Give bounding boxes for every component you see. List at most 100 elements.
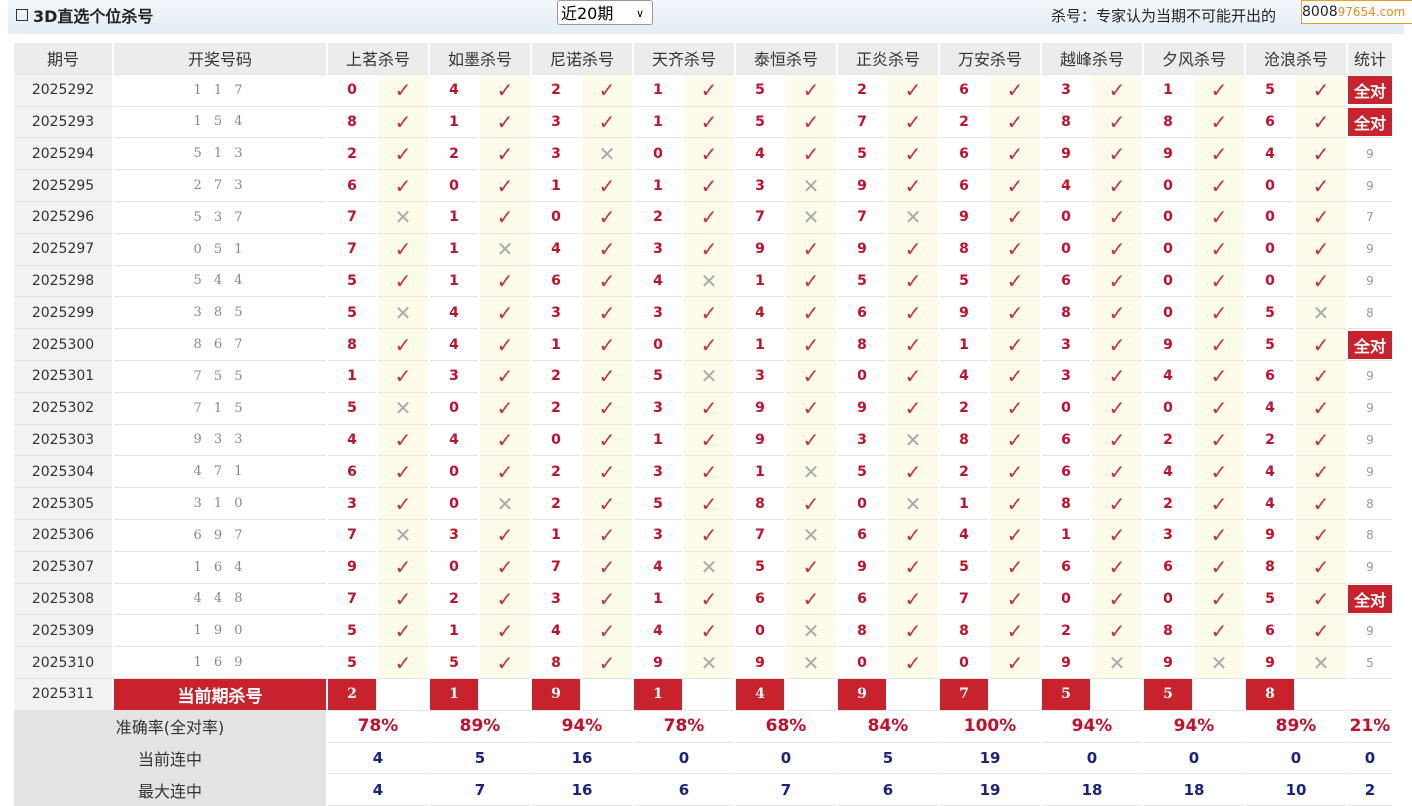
check-icon: ✓ [990,138,1040,171]
check-icon: ✓ [582,170,632,202]
check-icon: ✓ [582,201,632,234]
empty-cell [1092,679,1142,711]
kill-number-cell: 2 [634,201,682,234]
cross-icon: ✕ [888,201,938,234]
check-icon: ✓ [990,519,1040,552]
current-kill-number: 9 [532,678,580,711]
check-icon: ✓ [1296,329,1346,361]
table-row: 2025293 1 5 4 8 ✓ 1 ✓ 3 ✓ 1 ✓ 5 ✓ 7 ✓ 2 ✓ 8 ✓ 8 ✓ 6 ✓ 全对 [14,106,1392,139]
draw-number-cell: 9 3 3 [114,424,326,457]
empty-cell [1194,679,1244,711]
check-icon: ✓ [1194,360,1244,393]
check-icon: ✓ [684,233,734,266]
kill-number-cell: 6 [1042,424,1090,457]
empty-cell [1296,679,1346,711]
check-icon: ✓ [480,360,530,393]
cross-icon: ✕ [480,488,530,520]
check-icon: ✓ [480,551,530,584]
check-icon: ✓ [990,201,1040,234]
check-icon: ✓ [888,74,938,107]
kill-number-cell: 0 [838,488,886,520]
summary-value: 78% [634,711,734,743]
kill-number-cell: 1 [736,456,784,489]
kill-number-cell: 6 [838,519,886,552]
summary-value: 0 [1246,743,1346,775]
summary-label: 当前连中 [14,742,326,775]
cross-icon: ✕ [888,424,938,457]
summary-value: 7 [430,774,530,806]
cross-icon: ✕ [378,297,428,330]
table-row: 2025296 5 3 7 7 ✕ 1 ✓ 0 ✓ 2 ✓ 7 ✕ 7 ✕ 9 ✓ 0 ✓ 0 ✓ 0 ✓ 7 [14,201,1392,234]
col-expert: 尼诺杀号 [532,43,632,75]
kill-number-cell: 8 [328,329,376,361]
check-icon: ✓ [480,392,530,425]
draw-number-cell: 3 1 0 [114,488,326,520]
check-icon: ✓ [1194,392,1244,425]
kill-number-cell: 9 [736,424,784,457]
kill-number-cell: 7 [838,106,886,139]
summary-value: 84% [838,711,938,743]
check-icon: ✓ [480,106,530,139]
check-icon: ✓ [786,360,836,393]
kill-number-cell: 6 [1246,615,1294,648]
kill-number-cell: 3 [532,583,580,616]
kill-number-cell: 3 [634,392,682,425]
check-icon: ✓ [1092,106,1142,139]
check-icon: ✓ [1296,488,1346,520]
check-icon: ✓ [990,265,1040,298]
stat-cell: 5 [1348,647,1392,679]
kill-number-cell: 9 [940,201,988,234]
draw-number-cell: 1 5 4 [114,106,326,139]
col-expert: 正炎杀号 [838,43,938,75]
check-icon: ✓ [990,456,1040,489]
summary-row: 当前连中 4 5 16 0 0 5 19 0 0 0 0 [14,742,1392,775]
panel-title-text: 3D直选个位杀号 [33,7,154,26]
kill-number-cell: 4 [940,519,988,552]
check-icon: ✓ [1296,265,1346,298]
check-icon: ✓ [888,551,938,584]
kill-number-cell: 1 [532,519,580,552]
kill-number-cell: 5 [328,392,376,425]
kill-number-cell: 7 [532,551,580,584]
cross-icon: ✕ [480,233,530,266]
check-icon: ✓ [1194,138,1244,171]
kill-number-cell: 5 [1246,74,1294,107]
kill-number-cell: 3 [532,106,580,139]
check-icon: ✓ [786,329,836,361]
kill-number-cell: 2 [940,456,988,489]
check-icon: ✓ [1194,615,1244,648]
kill-number-cell: 5 [1246,583,1294,616]
site-badge: 800897654.com [1301,0,1412,24]
kill-number-cell: 0 [736,615,784,648]
chevron-down-icon: ∨ [635,7,644,20]
kill-number-cell: 0 [1144,583,1192,616]
kill-number-cell: 3 [430,360,478,393]
kill-number-cell: 5 [1246,297,1294,330]
period-cell: 2025293 [14,106,112,139]
kill-number-cell: 1 [634,583,682,616]
check-icon: ✓ [1092,551,1142,584]
kill-number-cell: 5 [328,615,376,648]
current-kill-number: 1 [634,678,682,711]
kill-number-cell: 6 [1246,106,1294,139]
period-cell: 2025306 [14,519,112,552]
kill-number-cell: 5 [838,138,886,171]
check-icon: ✓ [582,615,632,648]
kill-number-cell: 8 [940,424,988,457]
col-period: 期号 [14,43,112,75]
check-icon: ✓ [786,424,836,457]
kill-number-cell: 6 [940,170,988,202]
kill-number-cell: 0 [838,360,886,393]
period-select[interactable]: 近20期 ∨ [557,0,653,25]
checkbox-icon[interactable] [16,9,28,21]
kill-number-cell: 0 [940,647,988,679]
kill-number-cell: 8 [940,233,988,266]
kill-number-cell: 1 [634,170,682,202]
table-header-row: 期号 开奖号码 上茗杀号 如墨杀号 尼诺杀号 天齐杀号 泰恒杀号 正炎杀号 万安杀号 越峰杀号… [14,43,1392,75]
kill-number-cell: 2 [838,74,886,107]
col-expert: 越峰杀号 [1042,43,1142,75]
cross-icon: ✕ [1296,297,1346,330]
check-icon: ✓ [888,233,938,266]
check-icon: ✓ [582,647,632,679]
check-icon: ✓ [888,170,938,202]
